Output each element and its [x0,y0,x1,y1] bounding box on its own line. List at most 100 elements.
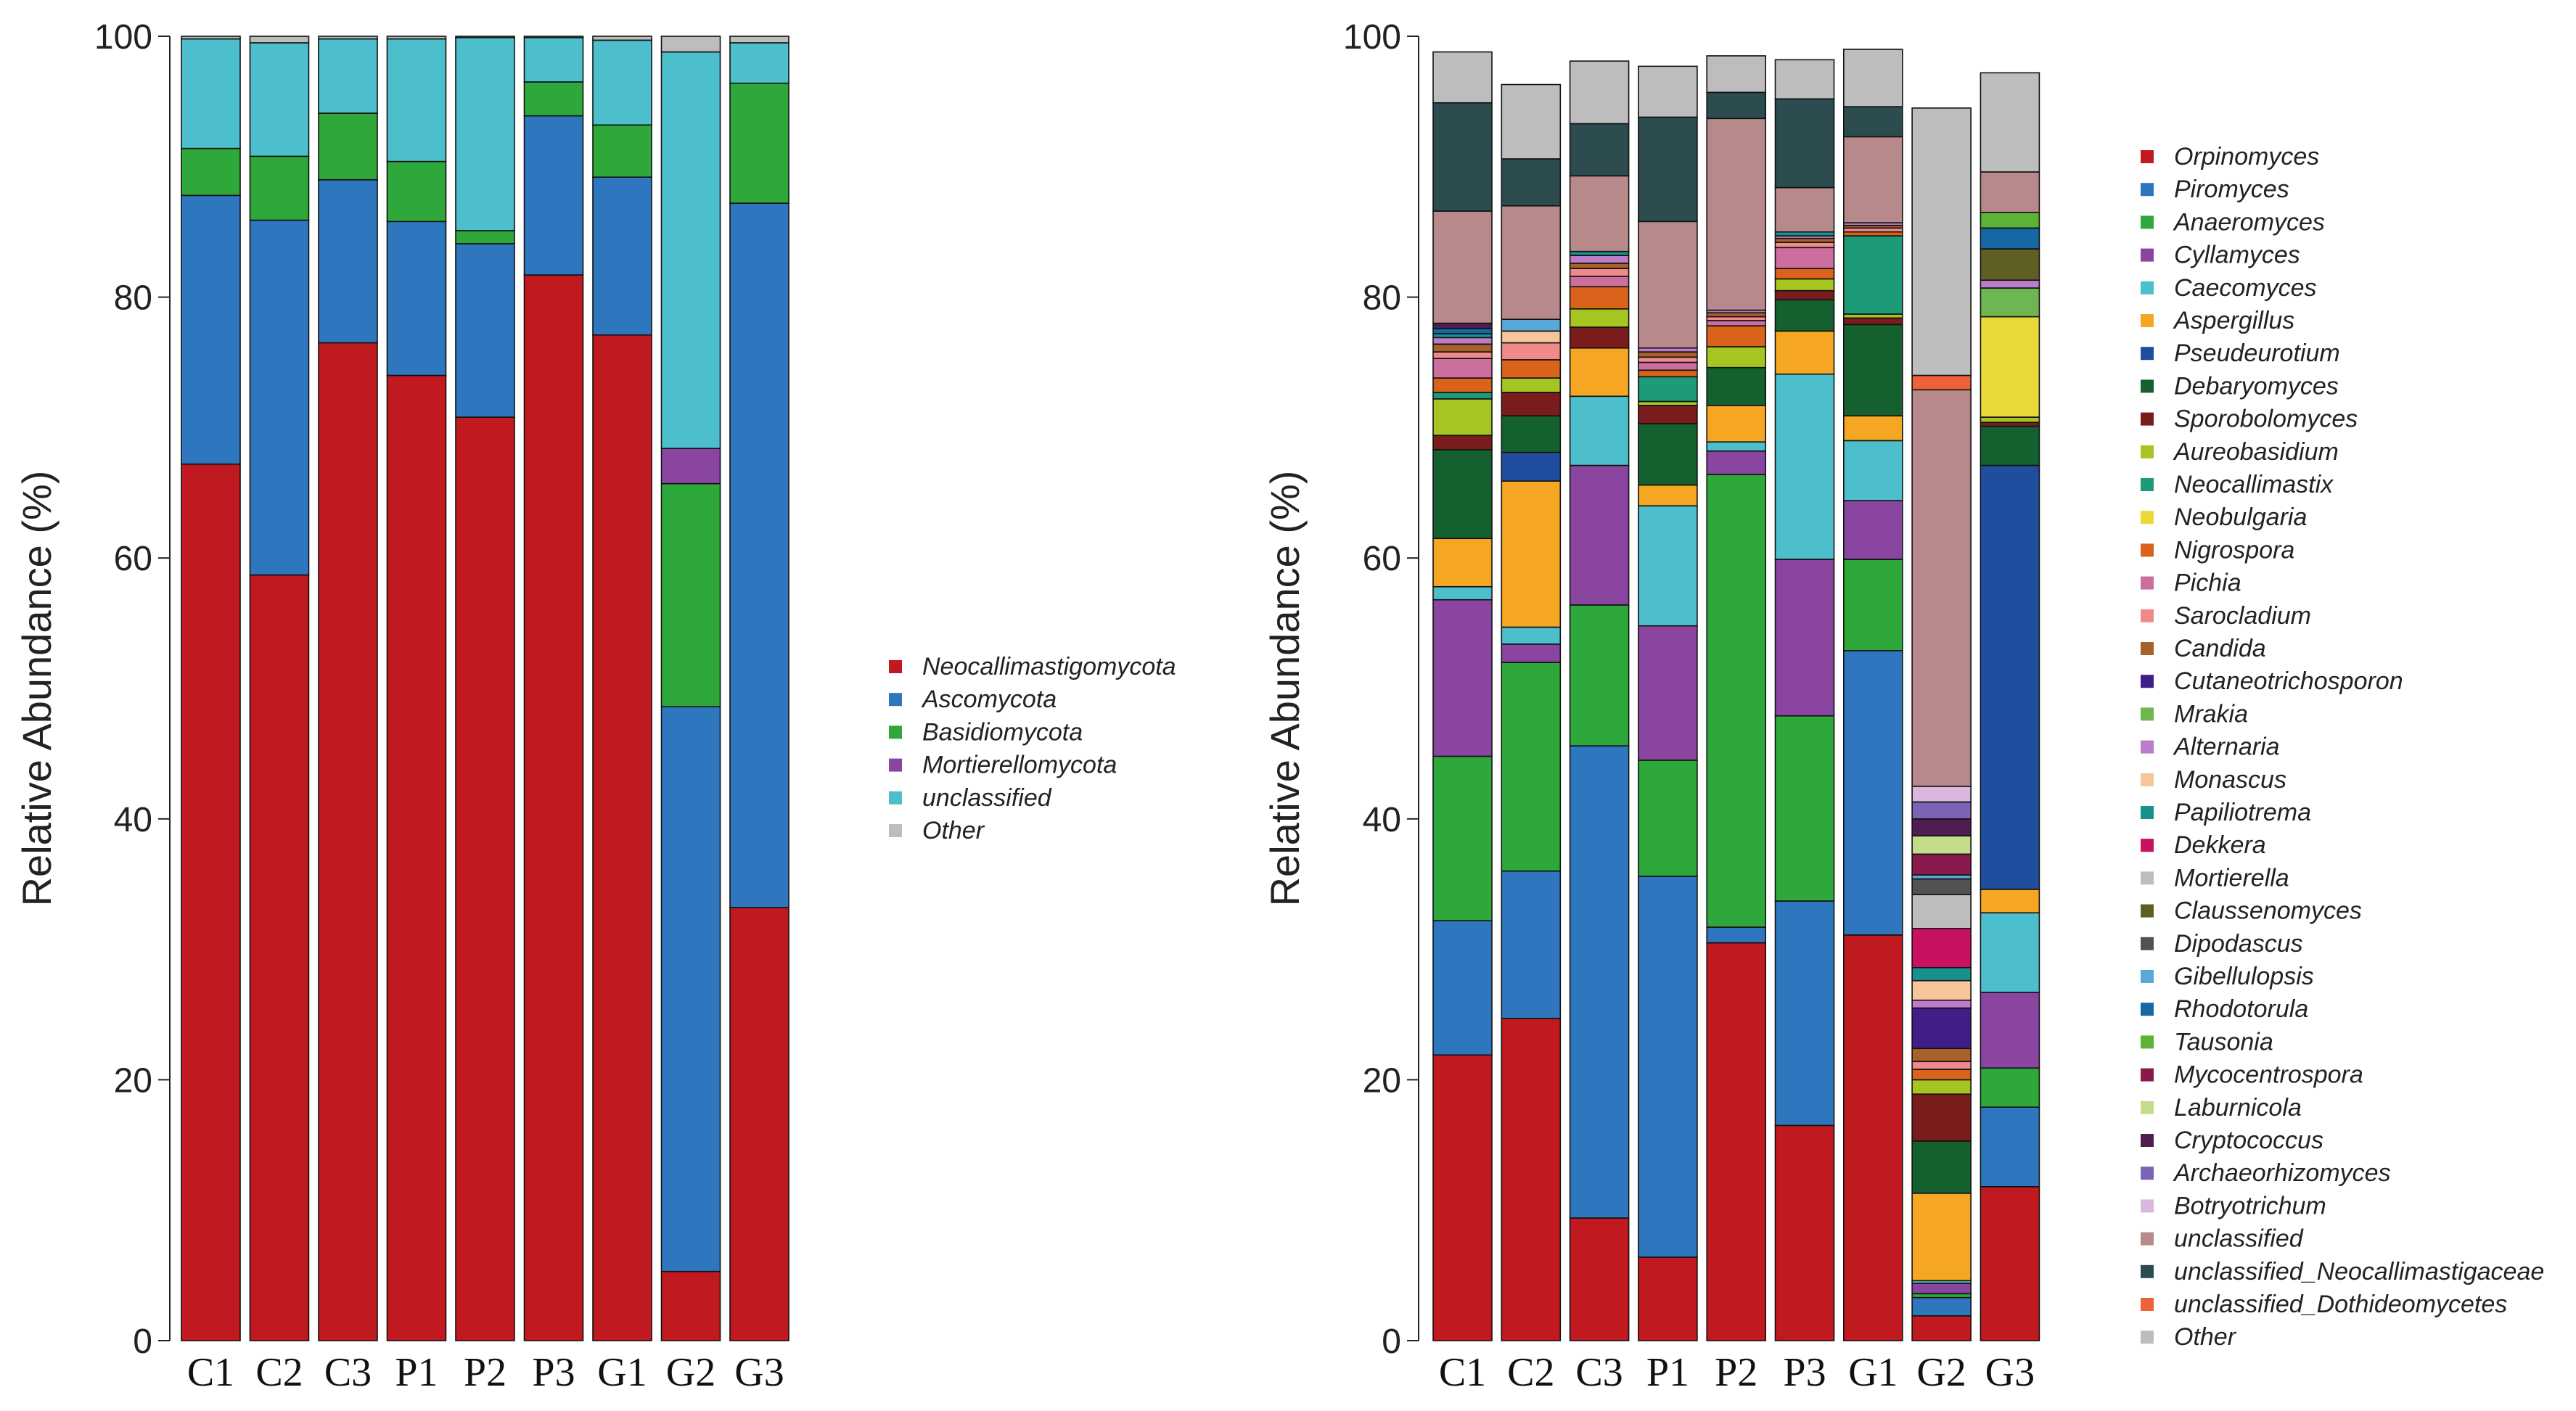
bar-segment-p2-nigrospora [1706,325,1766,347]
bar-segment-c1-unclassified [181,38,241,149]
bar-segment-g2-cyllamyces [1911,1283,1972,1295]
bar-segment-c2-aureobasidium [1501,377,1562,393]
legend-label-neobulgaria: Neobulgaria [2174,503,2307,531]
y-tick-label: 40 [114,801,152,839]
bar-segment-c1-debaryomyces [1432,449,1493,540]
bar-segment-p1-aspergillus [1638,484,1698,507]
bar-segment-g1-piromyces [1843,650,1903,936]
bar-segment-c1-caecomyces [1432,585,1493,601]
bar-segment-p1-piromyces [1638,876,1698,1258]
bar-segment-g2-mortierellomycota [660,448,721,485]
legend-label-aureobasidium: Aureobasidium [2173,438,2339,466]
y-tick-label: 80 [1363,279,1401,318]
bar-segment-c1-basidiomycota [181,147,241,197]
bar-segment-p1-sporobolomyces [1638,405,1698,424]
y-tick-label: 60 [114,540,152,578]
legend-swatch-neobulgaria [2141,511,2154,525]
bar-segment-p2-caecomyces [1706,441,1766,452]
x-tick-label-g1: G1 [1848,1350,1898,1395]
legend-label-papiliotrema: Papiliotrema [2174,799,2311,826]
legend-label-caecomyces: Caecomyces [2174,274,2317,302]
bar-segment-c1-aspergillus [1432,538,1493,588]
legend-swatch-cryptococcus [2141,1134,2154,1147]
bar-segment-c1-unclassified-neocallimastigaceae [1432,102,1493,212]
bar-segment-g1-neocallimastigomycota [592,334,652,1341]
bar-segment-p3-basidiomycota [523,81,584,117]
legend-label-unclassified-neocallimastigaceae: unclassified_Neocallimastigaceae [2174,1258,2544,1285]
bar-segment-g1-sporobolomyces [1843,317,1903,326]
bar-segment-g2-other [1911,107,1972,377]
legend-label-mycocentrospora: Mycocentrospora [2174,1061,2363,1089]
legend-label-pseudeurotium: Pseudeurotium [2174,340,2340,367]
bar-segment-p2-ascomycota [455,243,515,418]
legend-swatch-claussenomyces [2141,904,2154,918]
x-tick-label-p3: P3 [1783,1350,1826,1395]
bar-segment-c2-debaryomyces [1501,415,1562,453]
legend-label-mortierellomycota: Mortierellomycota [922,752,1117,779]
legend-label-basidiomycota: Basidiomycota [922,718,1083,746]
bar-segment-c3-other [1569,60,1630,125]
bar-segment-p3-sarocladium [1774,242,1835,249]
legend-swatch-mortierella [2141,871,2154,885]
bar-segment-p3-cyllamyces [1774,559,1835,717]
bar-segment-c3-papiliotrema [1569,250,1630,256]
bar-segment-c2-anaeromyces [1501,662,1562,872]
bar-segment-g2-anaeromyces [1911,1293,1972,1299]
bar-segment-p2-debaryomyces [1706,366,1766,406]
bar-segment-p1-other [1638,65,1698,118]
bar-segment-c1-aureobasidium [1432,398,1493,436]
bar-segment-g2-unclassified [1911,389,1972,787]
x-tick-label-c3: C3 [1575,1350,1623,1395]
legend-swatch-basidiomycota [889,725,902,739]
bar-segment-p3-aspergillus [1774,330,1835,375]
bar-segment-c2-piromyces [1501,870,1562,1019]
bar-segment-p3-unclassified [523,36,584,83]
bar-segment-c1-orpinomyces [1432,1054,1493,1341]
bar-segment-p3-papiliotrema [1774,231,1835,236]
x-tick-label-p1: P1 [395,1350,438,1395]
bar-segment-g2-orpinomyces [1911,1315,1972,1341]
bar-segment-g3-tausonia [1980,211,2040,229]
x-tick-label-g2: G2 [666,1350,715,1395]
bar-segment-c1-ascomycota [181,194,241,465]
bar-segment-g1-nigrospora [1843,231,1903,236]
bar-segment-c3-sporobolomyces [1569,326,1630,349]
bar-segment-p2-aureobasidium [1706,346,1766,369]
bar-segment-g1-aspergillus [1843,415,1903,442]
bar-segment-g2-ascomycota [660,706,721,1272]
bar-segment-p3-other [1774,59,1835,100]
bar-segment-p1-neocallimastix [1638,376,1698,403]
bar-segment-c1-alternaria [1432,337,1493,345]
legend-label-alternaria: Alternaria [2173,733,2280,761]
bar-segment-g1-debaryomyces [1843,324,1903,417]
bar-segment-c2-unclassified-neocallimastigaceae [1501,158,1562,207]
bar-segment-p2-unclassified-neocallimastigaceae [1706,91,1766,120]
bar-segment-c2-ascomycota [249,219,310,576]
bar-segment-p3-debaryomyces [1774,299,1835,332]
bar-segment-c2-unclassified [1501,205,1562,320]
legend-label-monascus: Monascus [2174,766,2286,794]
bar-segment-p2-aspergillus [1706,405,1766,443]
bar-segment-c1-cyllamyces [1432,598,1493,757]
bar-segment-c1-piromyces [1432,920,1493,1056]
bar-segment-p3-neocallimastigomycota [523,274,584,1341]
bar-segment-p1-caecomyces [1638,505,1698,627]
bar-segment-g3-unclassified [729,42,789,84]
bar-segment-g2-papiliotrema [1911,966,1972,982]
bar-segment-g1-unclassified-neocallimastigaceae [1843,106,1903,138]
legend-swatch-pseudeurotium [2141,347,2154,361]
bar-segment-c2-other [1501,83,1562,160]
bar-segment-g2-other [660,36,721,53]
bar-segment-p1-unclassified [386,38,447,163]
legend-label-other: Other [922,817,985,844]
bar-segment-c1-other [181,36,241,40]
bar-segment-g3-cyllamyces [1980,992,2040,1069]
y-tick-label: 0 [1382,1322,1401,1361]
legend-label-unclassified-dothideomycetes: unclassified_Dothideomycetes [2174,1291,2507,1318]
legend-swatch-unclassified-dothideomycetes [2141,1298,2154,1311]
chart-genus-level: Relative Abundance (%) 0 20 40 60 80 100 C1 C2 C3… [1262,18,2544,1395]
bar-segment-c3-piromyces [1569,745,1630,1219]
legend-swatch-debaryomyces [2141,379,2154,393]
bar-segment-c2-unclassified [249,42,310,157]
